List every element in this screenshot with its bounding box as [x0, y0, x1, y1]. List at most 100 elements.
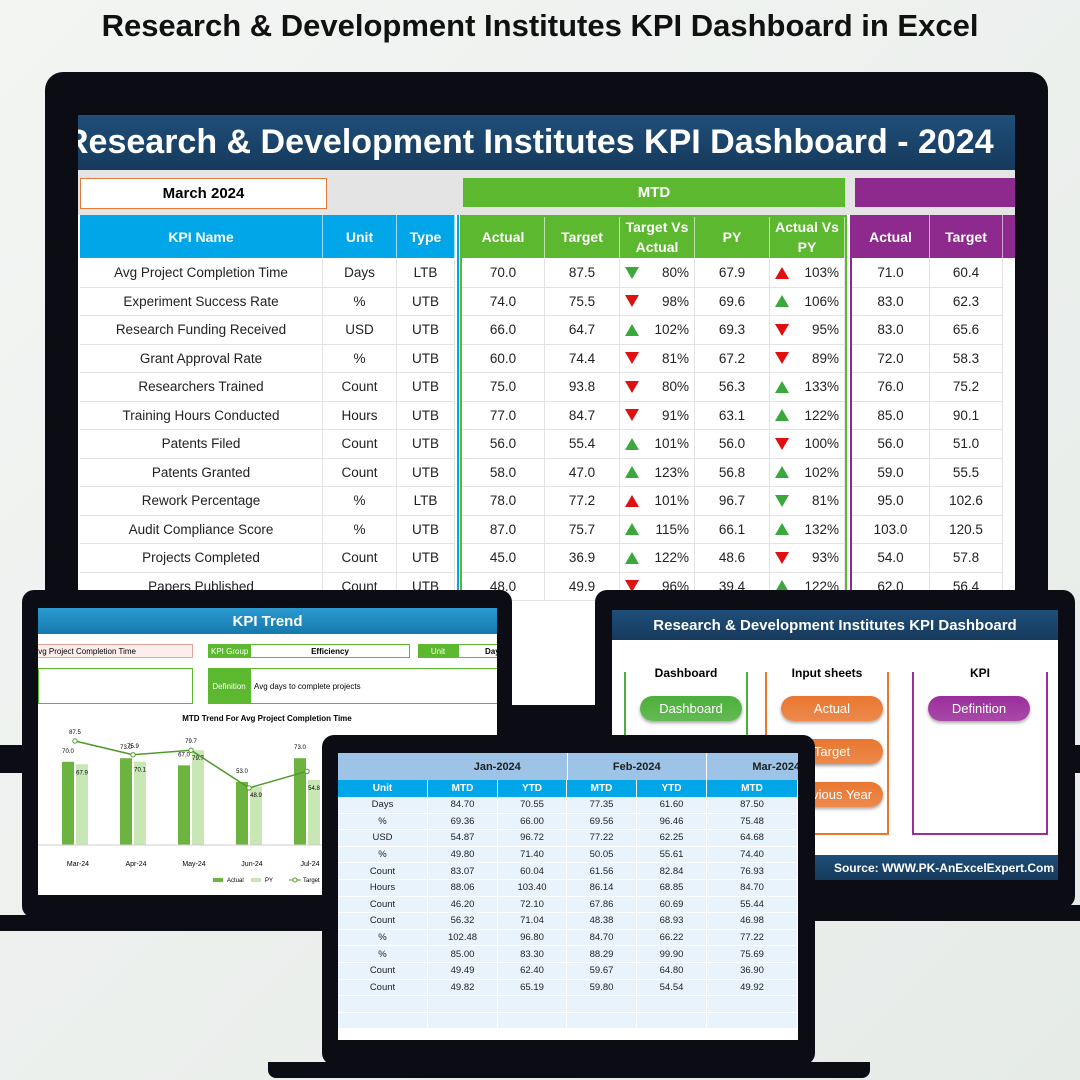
status-arrow — [625, 523, 639, 536]
arrow-shape — [625, 494, 639, 507]
arrow-shape — [775, 352, 789, 365]
table-cell: 78.0 — [462, 487, 545, 516]
cell-text: 78.0 — [489, 493, 517, 509]
status-arrow — [775, 551, 789, 564]
table-cell: 69.56 — [567, 813, 637, 831]
cell-text: 48.6 — [718, 550, 746, 566]
table-cell: Days — [323, 259, 397, 288]
nav-button[interactable]: Definition — [928, 696, 1030, 721]
table-cell: 102% — [620, 316, 695, 345]
table-cell: 60.4 — [930, 259, 1003, 288]
column-header: YTD — [637, 780, 707, 797]
x-tick-label: Apr-24 — [125, 861, 146, 868]
month-box: March 2024 — [80, 178, 327, 209]
table-cell: Hours — [323, 401, 397, 430]
column-header: Unit — [338, 780, 428, 797]
kpi-name: Rework Percentage — [141, 493, 261, 509]
status-arrow — [625, 380, 639, 393]
table-cell: 83.30 — [498, 946, 567, 963]
table-cell: 61.60 — [637, 797, 707, 814]
cell-text: 55.4 — [568, 436, 596, 452]
table-cell: 55.44 — [707, 896, 798, 914]
cell-text: 56.8 — [718, 464, 746, 480]
kpi-name: Patents Granted — [151, 464, 251, 480]
table-cell: 58.0 — [462, 458, 545, 487]
banner — [78, 115, 1015, 170]
cell-text: 75.0 — [489, 379, 517, 395]
cell-text: LTB — [413, 265, 438, 281]
table-cell: 85.0 — [852, 401, 930, 430]
arrow-shape — [625, 409, 639, 422]
table-cell: 56.8 — [695, 458, 770, 487]
arrow-shape — [625, 295, 639, 308]
cell-text: 66.1 — [718, 521, 746, 537]
table-cell: 84.70 — [707, 880, 798, 897]
arrow-shape — [625, 323, 639, 336]
cell-text: 74.4 — [568, 350, 596, 366]
table-cell: 101% — [620, 487, 695, 516]
table-cell: 77.22 — [707, 929, 798, 947]
table-cell: Count — [323, 544, 397, 573]
table-cell: Research Funding Received — [80, 316, 323, 345]
table-cell: Training Hours Conducted — [80, 401, 323, 430]
table-cell: Count — [338, 896, 428, 914]
nav-button[interactable]: Actual — [781, 696, 883, 721]
percent-text: 102% — [654, 322, 689, 338]
empty-cell — [567, 996, 637, 1013]
input-screen: Jan-2024 Feb-2024 Mar-2024 Unit MTD YTD MTD YTD… — [338, 753, 798, 1040]
cell-text: 85.0 — [877, 407, 904, 423]
status-arrow — [775, 295, 789, 308]
table-cell: 59.67 — [567, 963, 637, 980]
table-cell: 66.1 — [695, 515, 770, 544]
banner-title: Research & Development Institutes KPI Da… — [78, 123, 994, 161]
table-cell: 83.0 — [852, 287, 930, 316]
cell-text: Count — [341, 379, 378, 395]
kpi-name: Patents Filed — [161, 436, 241, 452]
table-cell: 69.3 — [695, 316, 770, 345]
cell-text: 90.1 — [952, 407, 980, 423]
percent-text: 102% — [804, 464, 839, 480]
table-cell: 77.0 — [462, 401, 545, 430]
table-cell: Audit Compliance Score — [80, 515, 323, 544]
definition-box: Avg days to complete projects — [250, 668, 497, 704]
cell-text: Count — [341, 464, 378, 480]
table-cell: 70.0 — [462, 259, 545, 288]
legend-label: Target — [303, 878, 320, 884]
value-box: Days — [458, 644, 497, 658]
percent-text: 93% — [811, 550, 839, 566]
table-cell: 55.5 — [930, 458, 1003, 487]
table-cell: UTB — [397, 373, 455, 402]
arrow-shape — [625, 523, 639, 536]
status-arrow — [775, 523, 789, 536]
table-cell: Avg Project Completion Time — [80, 259, 323, 288]
table-cell: 62.40 — [498, 963, 567, 980]
table-cell: LTB — [397, 487, 455, 516]
percent-text: 81% — [811, 493, 839, 509]
cell-text: 58.0 — [489, 464, 517, 480]
table-cell: 67.86 — [567, 896, 637, 914]
cell-text: 120.5 — [949, 521, 983, 537]
table-cell: 64.68 — [707, 830, 798, 847]
cell-text: 72.0 — [877, 350, 904, 366]
table-cell: 72.0 — [852, 344, 930, 373]
table-cell: 56.0 — [462, 430, 545, 459]
nav-button[interactable]: Dashboard — [640, 696, 742, 721]
column-header: Actual — [852, 215, 930, 258]
table-cell: 47.0 — [545, 458, 620, 487]
table-cell: UTB — [397, 316, 455, 345]
cell-text: USD — [345, 322, 374, 338]
status-arrow — [775, 409, 789, 422]
status-arrow — [625, 323, 639, 336]
table-cell: 132% — [770, 515, 845, 544]
table-cell: UTB — [397, 544, 455, 573]
table-cell: 58.3 — [930, 344, 1003, 373]
table-cell: 102.48 — [428, 929, 498, 947]
column-header: MTD — [707, 780, 798, 797]
cell-text: 36.9 — [568, 550, 596, 566]
table-cell: Count — [323, 430, 397, 459]
value-label: 75.9 — [127, 744, 139, 750]
status-arrow — [625, 352, 639, 365]
table-cell: Count — [338, 979, 428, 997]
cell-text: UTB — [412, 379, 439, 395]
value-label: 48.9 — [250, 793, 262, 799]
